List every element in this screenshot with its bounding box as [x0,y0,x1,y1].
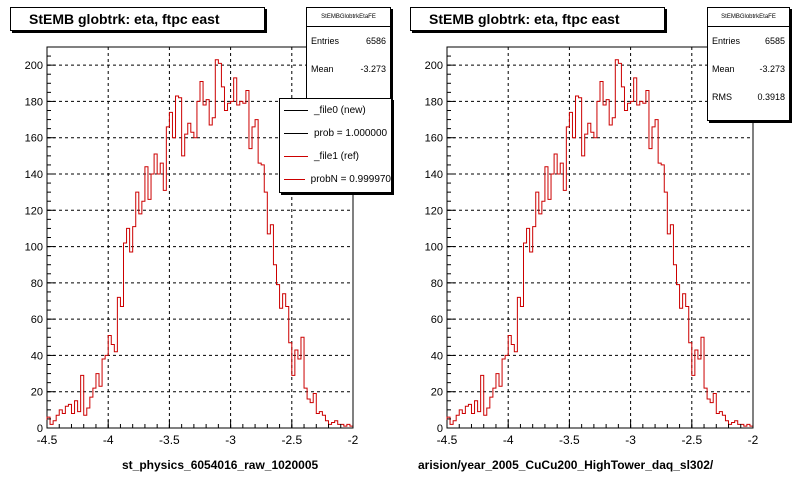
plot-title: StEMB globtrk: eta, ftpc east [410,7,665,31]
x-tick-label: -4.5 [37,433,58,447]
histogram-series--file1-ref- [446,59,754,428]
y-tick-label: 200 [25,60,43,72]
x-tick-label: -2.5 [281,433,302,447]
y-tick-label: 20 [431,387,443,399]
x-tick-label: -2 [748,433,759,447]
y-tick-label: 60 [31,314,43,326]
y-tick-label: 120 [25,205,43,217]
y-tick-label: 140 [25,169,43,181]
legend-item-file0: _file0 (new) [280,99,391,122]
y-tick-label: 140 [425,169,443,181]
y-tick-label: 160 [25,133,43,145]
stats-row-mean: Mean -3.273 [712,64,785,74]
stats-row-entries: Entries 6586 [311,36,386,46]
x-tick-label: -2 [348,433,359,447]
histogram-series--file1-ref- [46,59,354,428]
y-tick-label: 40 [31,350,43,362]
stats-box: StEMBGlobtrkEtaFE Entries 6586 Mean -3.2… [306,7,391,99]
y-tick-label: 80 [31,278,43,290]
y-tick-label: 0 [37,423,43,435]
y-tick-label: 180 [25,96,43,108]
x-tick-label: -4 [103,433,114,447]
y-tick-label: 120 [425,205,443,217]
legend-line-icon [284,179,305,180]
legend-line-icon [284,133,308,134]
x-caption: arision/year_2005_CuCu200_HighTower_daq_… [418,458,714,472]
legend-item-file1: _file1 (ref) [280,145,391,168]
plot-title: StEMB globtrk: eta, ftpc east [10,7,265,31]
histogram-panel-right: -4.5 -4 -3.5 -3 -2.5 -2 0 20 40 60 80 100 120 140 160 1… [400,0,800,480]
stats-row-rms: RMS 0.3918 [712,92,785,102]
x-caption: st_physics_6054016_raw_1020005 [122,458,319,472]
legend-line-icon [284,156,308,157]
stats-row-mean: Mean -3.273 [311,64,386,74]
y-tick-label: 200 [425,60,443,72]
y-tick-label: 180 [425,96,443,108]
legend: _file0 (new) prob = 1.000000 _file1 (ref… [279,98,392,193]
x-tick-label: -3 [625,433,636,447]
y-tick-label: 20 [31,387,43,399]
stats-row-entries: Entries 6585 [712,36,785,46]
y-tick-label: 100 [425,242,443,254]
x-tick-label: -4.5 [437,433,458,447]
legend-item-probn: probN = 0.999970 [280,168,391,191]
x-tick-label: -3.5 [559,433,580,447]
histogram-plot-right: -4.5 -4 -3.5 -3 -2.5 -2 0 20 40 60 80 100 120 140 160 1… [425,46,759,447]
stats-title: StEMBGlobtrkEtaFE [708,8,789,27]
x-tick-label: -2.5 [681,433,702,447]
legend-item-prob: prob = 1.000000 [280,122,391,145]
stats-title: StEMBGlobtrkEtaFE [307,8,390,27]
x-tick-label: -3 [225,433,236,447]
y-tick-label: 160 [425,133,443,145]
legend-line-icon [284,110,308,111]
x-tick-label: -4 [503,433,514,447]
histogram-plot-left: -4.5 -4 -3.5 -3 -2.5 -2 0 20 40 60 80 100 120 140 160 1… [25,46,359,447]
y-tick-label: 40 [431,350,443,362]
y-tick-label: 80 [431,278,443,290]
x-tick-label: -3.5 [159,433,180,447]
y-tick-label: 100 [25,242,43,254]
y-tick-label: 0 [437,423,443,435]
y-tick-label: 60 [431,314,443,326]
histogram-panel-left: -4.5 -4 -3.5 -3 -2.5 -2 0 20 40 60 80 100 120 140 160 1… [10,7,392,472]
stats-box: StEMBGlobtrkEtaFE Entries 6585 Mean -3.2… [707,7,790,121]
